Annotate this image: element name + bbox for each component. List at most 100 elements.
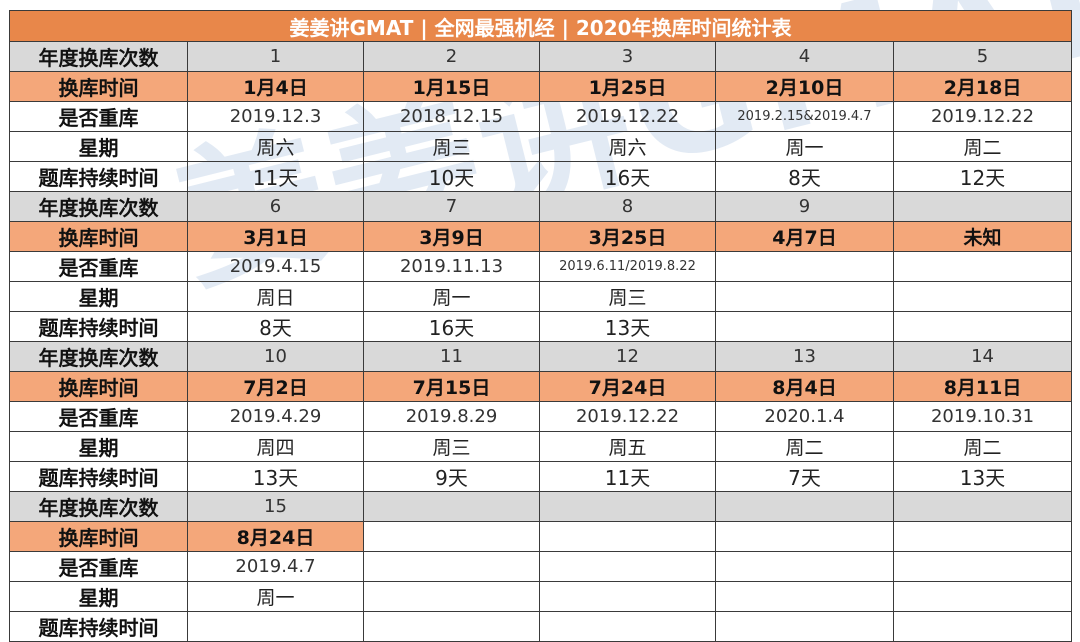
table-cell [539, 581, 716, 612]
table-title: 姜姜讲GMAT | 全网最强机经 | 2020年换库时间统计表 [8, 10, 1073, 42]
count-row-label: 年度换库次数 [9, 191, 188, 222]
table-cell [892, 311, 1073, 342]
weekday-row: 星期 周六 周三 周六 周一 周二 [9, 131, 1073, 162]
table-cell: 2019.4.7 [187, 551, 364, 582]
table-cell: 8 [539, 191, 716, 222]
table-cell: 14 [892, 341, 1073, 372]
table-cell: 16天 [363, 311, 540, 342]
repeat-row: 是否重库 2019.4.15 2019.11.13 2019.6.11/2019.8.… [9, 251, 1073, 282]
table-cell [892, 521, 1073, 552]
table-cell: 13 [715, 341, 894, 372]
table-cell [892, 611, 1073, 642]
table-cell: 3 [539, 41, 716, 72]
table-cell [892, 191, 1073, 222]
table-cell: 1 [187, 41, 364, 72]
weekday-row: 星期 周日 周一 周三 [9, 281, 1073, 312]
count-row: 年度换库次数 10 11 12 13 14 [9, 341, 1073, 372]
table-cell: 2月18日 [892, 71, 1073, 102]
table-cell: 2019.12.22 [539, 101, 716, 132]
table-cell: 2020.1.4 [715, 401, 894, 432]
weekday-row-label: 星期 [9, 131, 188, 162]
table-cell: 4月7日 [715, 221, 894, 252]
table-cell: 13天 [892, 461, 1073, 492]
table-cell: 2 [363, 41, 540, 72]
table-cell: 周二 [892, 131, 1073, 162]
table-cell: 12 [539, 341, 716, 372]
table-cell: 2019.12.3 [187, 101, 364, 132]
table-cell [892, 551, 1073, 582]
table-cell: 8月24日 [187, 521, 364, 552]
table-cell: 5 [892, 41, 1073, 72]
table-cell: 周一 [187, 581, 364, 612]
table-cell: 周一 [363, 281, 540, 312]
table-cell: 周六 [187, 131, 364, 162]
table-cell [539, 551, 716, 582]
table-cell [363, 521, 540, 552]
table-cell: 2019.11.13 [363, 251, 540, 282]
count-row: 年度换库次数 1 2 3 4 5 [9, 41, 1073, 72]
time-row-label: 换库时间 [9, 71, 188, 102]
count-row: 年度换库次数 15 [9, 491, 1073, 522]
table-cell: 10天 [363, 161, 540, 192]
table-cell: 3月1日 [187, 221, 364, 252]
table-cell: 1月4日 [187, 71, 364, 102]
time-row: 换库时间 7月2日 7月15日 7月24日 8月4日 8月11日 [9, 371, 1073, 402]
repeat-row-label: 是否重库 [9, 551, 188, 582]
weekday-row: 星期 周一 [9, 581, 1073, 612]
table-cell: 2019.12.22 [539, 401, 716, 432]
table-cell: 2月10日 [715, 71, 894, 102]
table-cell: 4 [715, 41, 894, 72]
count-row-label: 年度换库次数 [9, 41, 188, 72]
table-cell: 9 [715, 191, 894, 222]
table-cell: 3月25日 [539, 221, 716, 252]
table-cell [539, 491, 716, 522]
schedule-table: 姜姜讲GMAT | 全网最强机经 | 2020年换库时间统计表 年度换库次数 1 2… [8, 10, 1073, 642]
table-cell: 13天 [539, 311, 716, 342]
table-cell [715, 251, 894, 282]
table-cell: 周二 [715, 431, 894, 462]
duration-row-label: 题库持续时间 [9, 461, 188, 492]
table-cell: 15 [187, 491, 364, 522]
title-row: 姜姜讲GMAT | 全网最强机经 | 2020年换库时间统计表 [8, 10, 1073, 42]
weekday-row: 星期 周四 周三 周五 周二 周二 [9, 431, 1073, 462]
time-row-label: 换库时间 [9, 371, 188, 402]
table-cell: 8天 [187, 311, 364, 342]
table-cell: 16天 [539, 161, 716, 192]
weekday-row-label: 星期 [9, 431, 188, 462]
table-cell: 10 [187, 341, 364, 372]
table-cell [892, 281, 1073, 312]
table-cell: 8月11日 [892, 371, 1073, 402]
schedule-table-container: 姜姜讲GMAT | 全网最强机经 | 2020年换库时间统计表 年度换库次数 1 2… [8, 10, 1073, 642]
time-row: 换库时间 3月1日 3月9日 3月25日 4月7日 未知 [9, 221, 1073, 252]
duration-row: 题库持续时间 13天 9天 11天 7天 13天 [9, 461, 1073, 492]
count-row: 年度换库次数 6 7 8 9 [9, 191, 1073, 222]
table-cell [187, 611, 364, 642]
table-cell [715, 281, 894, 312]
table-cell: 未知 [892, 221, 1073, 252]
table-cell: 13天 [187, 461, 364, 492]
table-cell: 周五 [539, 431, 716, 462]
duration-row: 题库持续时间 11天 10天 16天 8天 12天 [9, 161, 1073, 192]
table-cell: 2019.4.15 [187, 251, 364, 282]
table-cell: 1月25日 [539, 71, 716, 102]
table-cell [539, 611, 716, 642]
table-cell: 周三 [363, 131, 540, 162]
table-cell: 12天 [892, 161, 1073, 192]
table-cell: 周四 [187, 431, 364, 462]
table-cell: 2019.10.31 [892, 401, 1073, 432]
duration-row: 题库持续时间 8天 16天 13天 [9, 311, 1073, 342]
table-cell [539, 521, 716, 552]
table-cell: 2018.12.15 [363, 101, 540, 132]
table-cell [363, 581, 540, 612]
table-cell: 周日 [187, 281, 364, 312]
table-cell: 11天 [539, 461, 716, 492]
table-cell: 8天 [715, 161, 894, 192]
count-row-label: 年度换库次数 [9, 341, 188, 372]
table-cell: 9天 [363, 461, 540, 492]
table-cell: 11 [363, 341, 540, 372]
table-cell [715, 581, 894, 612]
repeat-row-label: 是否重库 [9, 251, 188, 282]
time-row-label: 换库时间 [9, 221, 188, 252]
table-cell [892, 251, 1073, 282]
table-cell: 周三 [539, 281, 716, 312]
